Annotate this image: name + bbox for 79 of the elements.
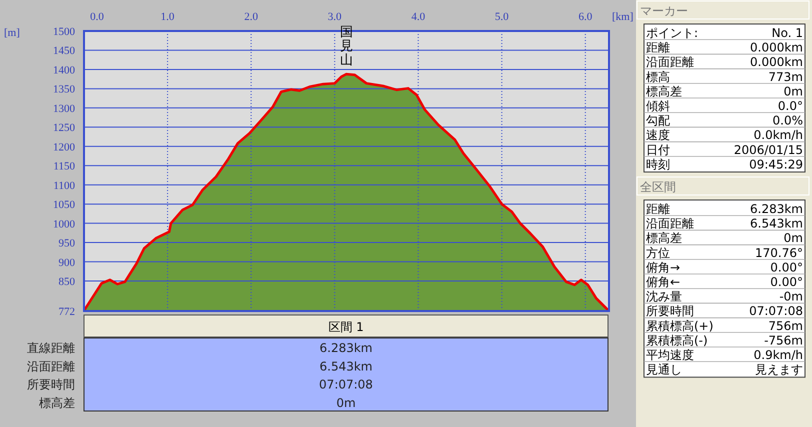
text: 方位 bbox=[646, 246, 670, 260]
y-tick-label: 850 bbox=[58, 276, 76, 288]
text: 見えます bbox=[755, 362, 803, 377]
text: 標高 bbox=[646, 70, 670, 84]
y-axis-title: [m] bbox=[4, 27, 20, 39]
text: 0.000km bbox=[750, 40, 803, 55]
text: 所要時間 bbox=[27, 378, 75, 392]
text: 6.543km bbox=[320, 359, 372, 374]
text: 速度 bbox=[646, 128, 670, 142]
text: 見通し bbox=[646, 362, 682, 377]
text: 累積標高(-) bbox=[646, 333, 708, 348]
text: 773m bbox=[768, 70, 803, 84]
text: 0.00° bbox=[770, 260, 803, 274]
text: 距離 bbox=[646, 202, 670, 216]
y-tick-label: 1150 bbox=[53, 160, 76, 173]
text: 0m bbox=[336, 396, 356, 410]
text: 沈み量 bbox=[646, 290, 682, 304]
text: 沿面距離 bbox=[646, 216, 694, 231]
text: 170.76° bbox=[755, 246, 803, 260]
text: 0m bbox=[784, 84, 803, 98]
text: 0.0% bbox=[772, 114, 803, 128]
text: 区間 1 bbox=[328, 320, 364, 334]
text: 平均速度 bbox=[646, 348, 694, 362]
y-tick-label: 1450 bbox=[53, 45, 76, 58]
text: 07:07:08 bbox=[319, 378, 373, 392]
text: -756m bbox=[764, 333, 803, 348]
y-tick-label: 772 bbox=[58, 306, 75, 318]
text: 日付 bbox=[646, 142, 670, 157]
text: 俯角→ bbox=[646, 260, 680, 274]
text: ポイント: bbox=[646, 26, 698, 40]
text: 沿面距離 bbox=[27, 359, 75, 374]
text: 標高差 bbox=[646, 231, 682, 246]
text: 時刻 bbox=[646, 157, 670, 172]
text: 沿面距離 bbox=[646, 55, 694, 70]
text: 所要時間 bbox=[646, 304, 694, 318]
text: 勾配 bbox=[646, 114, 670, 128]
text: 6.283km bbox=[750, 202, 803, 216]
x-tick-label: 5.0 bbox=[494, 11, 510, 23]
text: 傾斜 bbox=[646, 99, 670, 113]
y-tick-label: 950 bbox=[58, 238, 76, 250]
text: 09:45:29 bbox=[749, 157, 803, 172]
text: 0.00° bbox=[770, 275, 803, 289]
text: 0.0° bbox=[778, 99, 803, 113]
text: 俯角← bbox=[646, 275, 680, 289]
y-tick-label: 1100 bbox=[53, 180, 76, 192]
text: 6.283km bbox=[320, 341, 372, 355]
x-tick-label: 0.0 bbox=[90, 11, 104, 23]
x-tick-label: 4.0 bbox=[411, 11, 426, 23]
y-tick-label: 1250 bbox=[53, 122, 76, 134]
y-tick-label: 1350 bbox=[53, 84, 76, 96]
text: 累積標高(+) bbox=[646, 318, 714, 333]
y-tick-label: 1200 bbox=[53, 141, 76, 154]
text: -0m bbox=[779, 290, 803, 304]
text: 距離 bbox=[646, 40, 670, 55]
x-tick-label: 3.0 bbox=[328, 11, 342, 23]
text: マーカー bbox=[640, 4, 688, 18]
text: 0.0km/h bbox=[754, 128, 803, 142]
y-tick-label: 1300 bbox=[53, 102, 76, 115]
x-tick-label: 6.0 bbox=[578, 11, 593, 23]
text: 標高差 bbox=[646, 84, 682, 98]
text: 6.543km bbox=[750, 216, 803, 231]
text: 全区間 bbox=[640, 180, 676, 194]
y-tick-label: 1000 bbox=[53, 218, 76, 230]
x-tick-label: 2.0 bbox=[244, 11, 258, 23]
text: 標高差 bbox=[39, 396, 75, 410]
y-tick-label: 1050 bbox=[53, 199, 76, 212]
text: 07:07:08 bbox=[749, 304, 803, 318]
x-axis-title: [km] bbox=[612, 11, 634, 23]
x-tick-label: 1.0 bbox=[160, 11, 175, 23]
text: 2006/01/15 bbox=[734, 142, 803, 157]
text: 0m bbox=[784, 231, 803, 246]
text: 0.000km bbox=[750, 55, 803, 70]
y-tick-label: 1400 bbox=[53, 64, 76, 76]
y-tick-label: 1500 bbox=[53, 26, 76, 38]
text: No. 1 bbox=[772, 26, 803, 40]
text: 756m bbox=[768, 318, 803, 333]
y-tick-label: 900 bbox=[58, 256, 76, 269]
text: 直線距離 bbox=[27, 341, 75, 355]
text: 0.9km/h bbox=[754, 348, 803, 362]
